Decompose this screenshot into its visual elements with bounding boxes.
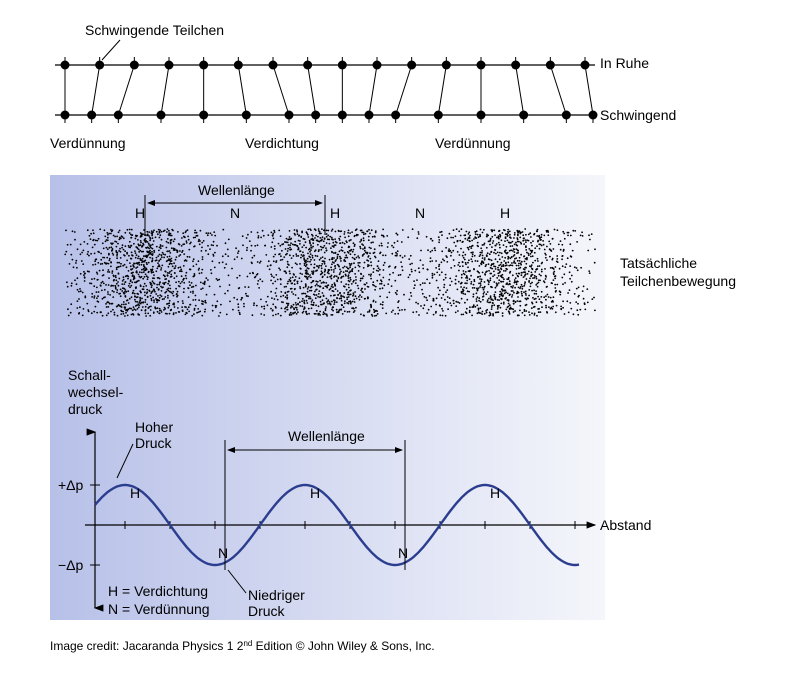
label-N-1: N [230, 205, 240, 221]
wave-N-1: N [218, 545, 228, 561]
wave-H-2: H [310, 485, 320, 501]
label-N-2: N [415, 205, 425, 221]
label-oscillating-particles: Schwingende Teilchen [85, 22, 224, 38]
legend-H: H = Verdichtung [108, 583, 208, 599]
leader-line [102, 40, 120, 60]
image-credit: Image credit: Jacaranda Physics 1 2nd Ed… [50, 639, 435, 653]
label-pressure-3: druck [68, 401, 103, 417]
legend-N: N = Verdünnung [108, 601, 210, 617]
physics-diagram: Schwingende Teilchen In Ruhe Schwingend … [0, 0, 800, 675]
label-low-pressure-1: Niedriger [248, 587, 305, 603]
wave-H-1: H [130, 485, 140, 501]
label-pressure-1: Schall- [68, 367, 111, 383]
label-H-3: H [500, 205, 510, 221]
label-oscillating: Schwingend [600, 107, 676, 123]
label-high-pressure-2: Druck [135, 435, 173, 451]
label-actual-motion-1: Tatsächliche [620, 255, 697, 271]
label-wavelength-bottom: Wellenlänge [288, 428, 365, 444]
label-compression: Verdichtung [245, 135, 319, 151]
diagram-container: Schwingende Teilchen In Ruhe Schwingend … [0, 0, 800, 675]
label-wavelength-top: Wellenlänge [198, 182, 275, 198]
label-H-2: H [330, 205, 340, 221]
label-at-rest: In Ruhe [600, 55, 649, 71]
label-rarefaction-2: Verdünnung [435, 135, 511, 151]
label-plus-dp: +Δp [58, 477, 84, 493]
label-low-pressure-2: Druck [248, 603, 286, 619]
top-particle-diagram [55, 57, 598, 123]
label-actual-motion-2: Teilchenbewegung [620, 273, 736, 289]
label-distance: Abstand [600, 517, 651, 533]
label-H-1: H [135, 205, 145, 221]
wave-N-2: N [398, 545, 408, 561]
label-high-pressure-1: Hoher [135, 419, 173, 435]
wave-H-3: H [490, 485, 500, 501]
label-pressure-2: wechsel- [67, 384, 124, 400]
label-rarefaction-1: Verdünnung [50, 135, 126, 151]
panel-background [50, 175, 605, 620]
label-minus-dp: −Δp [58, 557, 84, 573]
